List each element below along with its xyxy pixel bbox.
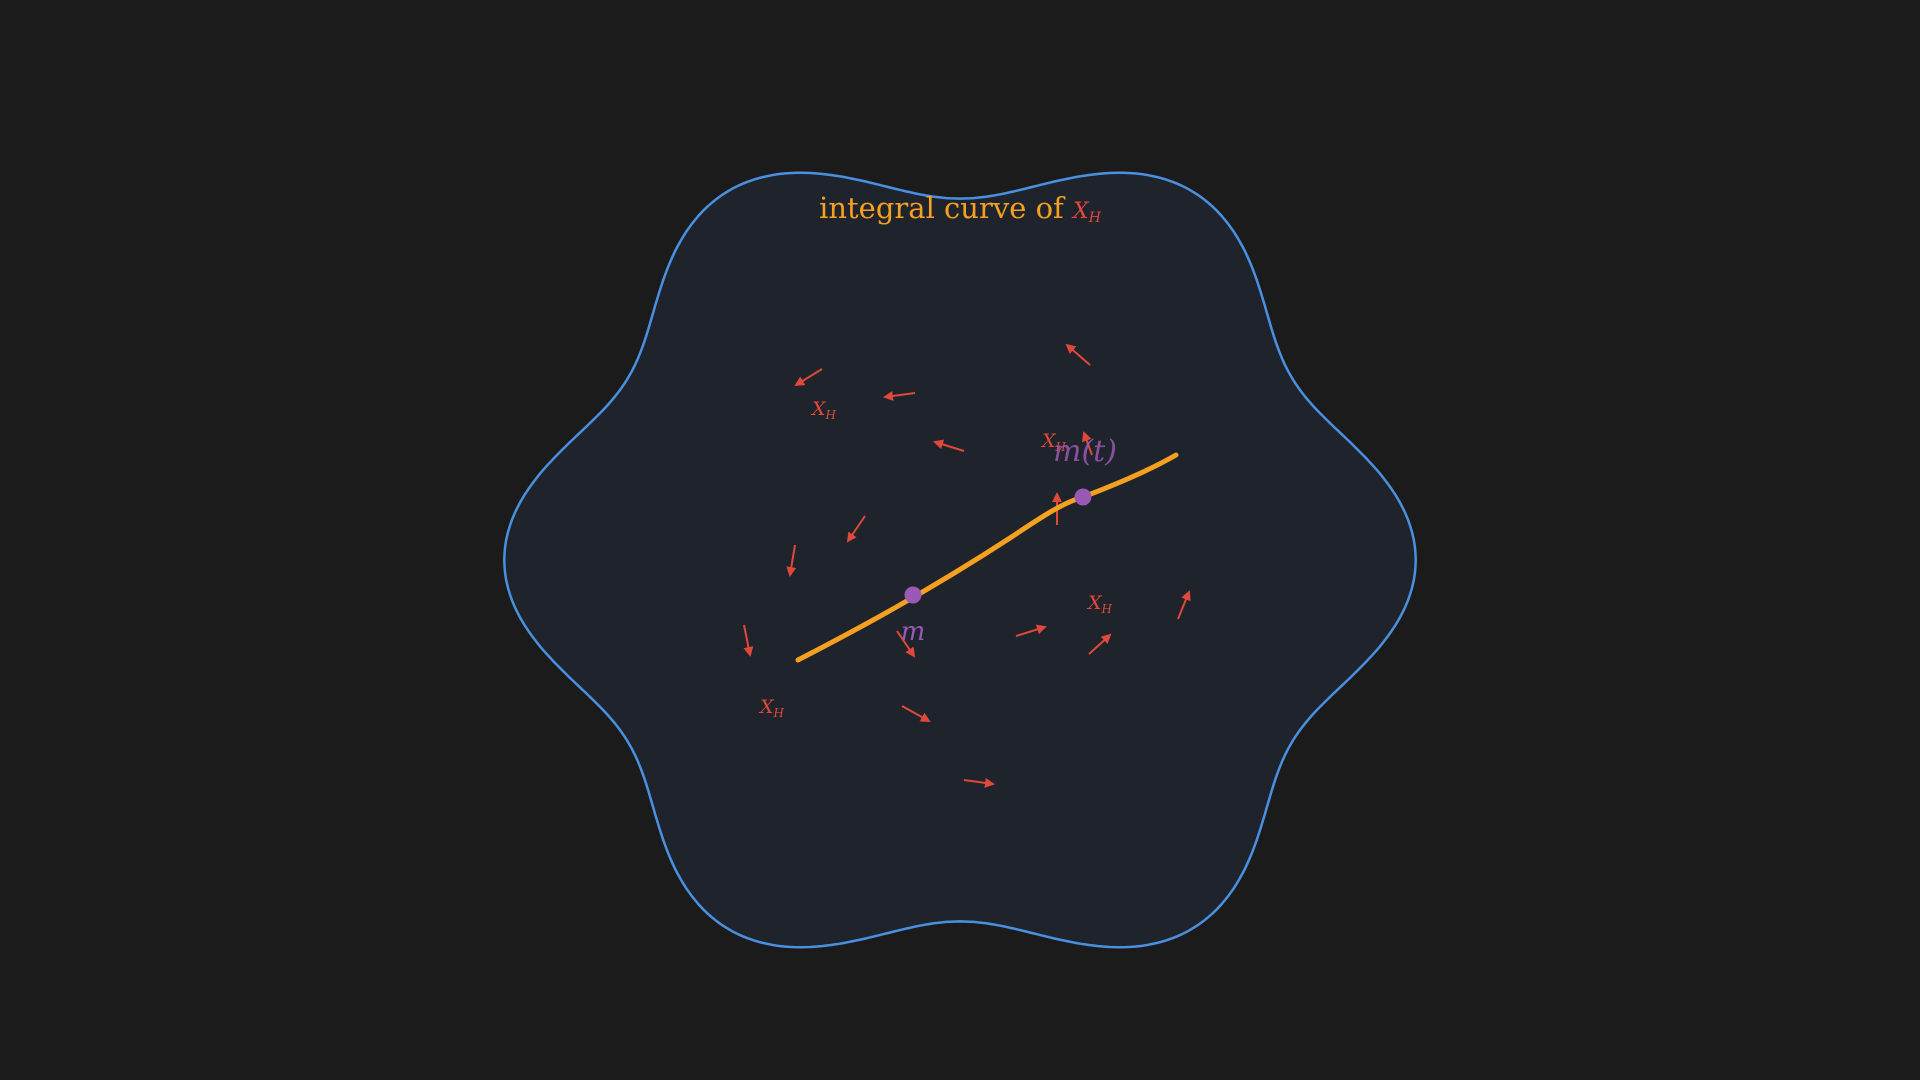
field-arrow [1082,431,1093,456]
field-arrow [743,624,754,657]
field-label: XH [1086,592,1113,616]
field-arrow [896,630,916,658]
start-point-label: m [901,617,926,647]
field-labels: XH XH XH XH [758,398,1113,720]
field-arrow [846,515,866,543]
title-subscript: H [1088,210,1102,226]
flow-point [1074,488,1092,506]
field-arrow [883,390,916,401]
field-label: XH [810,398,837,422]
manifold-region [503,171,1417,949]
flow-point-label: m(t) [1053,434,1117,469]
field-arrow [1015,624,1047,637]
start-point [904,586,922,604]
field-arrow [786,544,797,577]
title-text: integral curve of [819,191,1073,225]
field-label: XH [758,696,785,720]
title-symbol: X [1071,199,1090,224]
diagram-title: integral curve of XH [819,191,1102,226]
field-arrow [963,777,995,788]
vector-field [743,343,1191,788]
field-arrow [1088,633,1112,655]
field-arrow [933,439,965,452]
integral-curve [795,452,1179,663]
field-arrow [1065,343,1091,366]
field-arrow [794,368,823,387]
field-arrow [1177,590,1191,620]
field-arrow [901,705,931,722]
field-label: XH [1040,430,1067,454]
